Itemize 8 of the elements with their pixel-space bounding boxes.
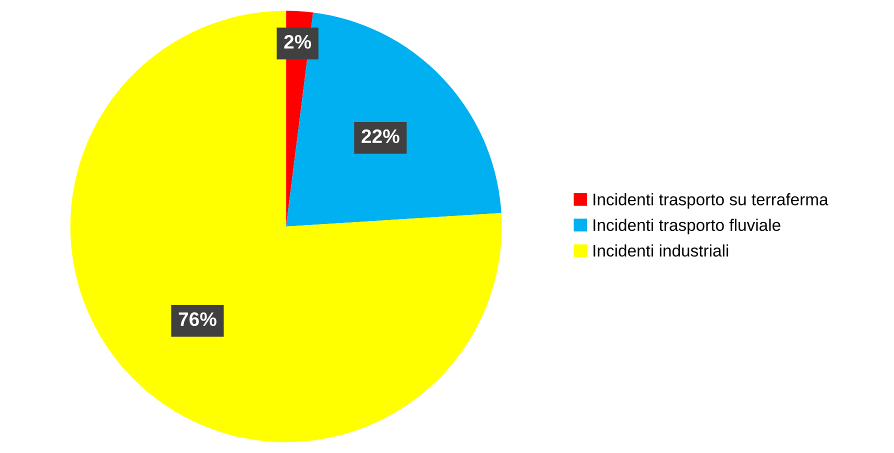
data-label: 76% — [178, 312, 216, 326]
legend-label: Incidenti industriali — [594, 244, 728, 257]
legend-label: Incidenti trasporto fluviale — [594, 218, 780, 234]
legend-label: Incidenti trasporto su terraferma — [594, 193, 828, 209]
pie-slice — [286, 12, 502, 226]
data-label: 22% — [362, 129, 400, 144]
data-label: 2% — [284, 34, 312, 49]
pie-slice — [70, 10, 502, 442]
